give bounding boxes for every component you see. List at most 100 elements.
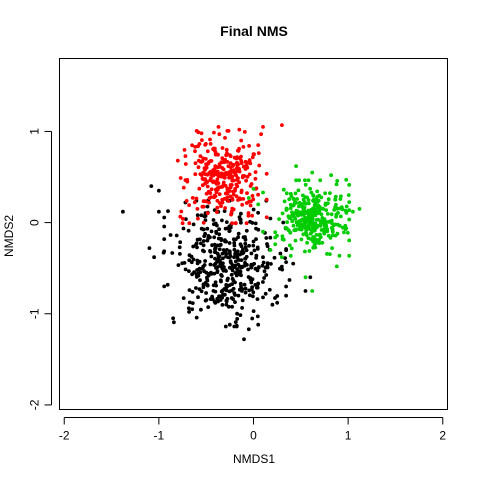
data-point [290,210,294,215]
data-point [251,243,256,248]
data-point [245,174,250,179]
data-point [199,131,204,136]
data-point [229,272,234,277]
data-point [280,123,284,127]
data-point [265,261,270,266]
data-point [218,298,223,302]
data-point [337,223,342,228]
data-point [195,213,200,218]
data-point [165,282,170,287]
data-point [237,166,241,171]
data-point [287,278,292,282]
data-point [246,213,251,218]
data-point [213,152,218,157]
data-point [195,207,200,211]
data-point [226,304,231,309]
data-point [333,197,338,202]
data-point [244,248,249,253]
data-point [198,270,203,275]
data-point [196,158,201,163]
data-point [166,209,170,214]
data-point [312,243,317,247]
data-point [314,233,319,237]
data-point [289,246,294,251]
data-point [232,241,237,245]
data-point [329,212,334,217]
data-point [201,239,206,243]
data-point [246,267,250,272]
data-point [244,163,249,168]
data-point [284,260,288,264]
data-point [181,226,186,231]
data-point [317,237,321,242]
data-point [321,207,326,211]
data-point [205,277,210,282]
data-point [213,194,218,199]
data-point [286,228,291,233]
data-point [177,245,182,250]
data-point [251,239,256,244]
data-point [208,191,213,196]
data-point [261,190,265,195]
data-point [292,228,297,233]
data-point [256,151,261,156]
data-point [224,299,229,304]
data-point [181,185,186,190]
data-point [261,260,266,265]
data-point [243,256,248,261]
data-point [294,164,298,169]
data-point [179,209,184,214]
data-point [205,149,210,154]
data-point [219,279,223,284]
data-point [227,189,232,193]
data-point [176,263,181,267]
data-point [231,286,236,291]
data-point [323,191,327,196]
data-point [215,259,220,264]
data-point [241,235,246,240]
data-point [317,209,322,214]
data-point [217,254,222,259]
data-point [232,255,236,259]
data-point [214,266,218,270]
data-point [250,155,255,160]
plot-frame [59,58,448,410]
data-point [199,226,204,231]
data-point [247,293,252,298]
data-point [284,284,288,289]
data-point [211,146,216,151]
data-point [209,229,214,234]
data-point [190,290,195,294]
data-point [255,314,260,319]
data-point [303,178,307,183]
data-point [334,212,339,217]
data-point [264,236,269,240]
data-point [239,220,243,225]
data-point [244,228,249,233]
data-point [316,204,321,209]
data-point [187,203,192,208]
x-tick-label: -1 [154,429,165,443]
data-point [280,255,284,260]
data-point [183,267,188,272]
data-point [273,242,278,247]
data-point [209,195,214,200]
data-point [303,275,308,280]
data-point [157,188,161,193]
data-point [311,193,316,198]
data-point [220,197,225,202]
data-point [268,235,273,240]
data-point [284,293,288,298]
data-point [297,204,301,209]
data-point [235,163,240,168]
data-point [227,224,232,229]
data-point [277,217,281,222]
data-points [121,123,362,342]
data-point [288,206,293,211]
data-point [255,297,260,301]
data-point [199,213,204,218]
data-point [236,293,241,298]
data-point [311,221,316,226]
data-point [217,247,222,252]
data-point [217,294,222,299]
